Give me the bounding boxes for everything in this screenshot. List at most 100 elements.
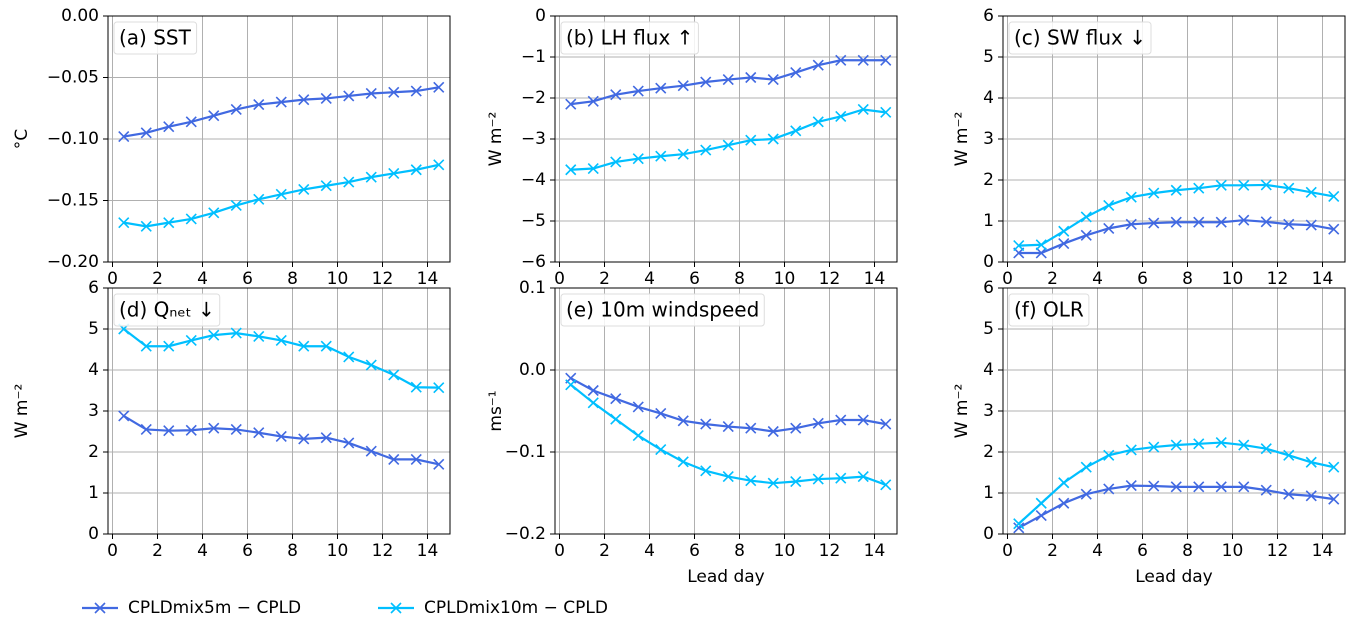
marker: [790, 475, 802, 488]
marker: [835, 414, 847, 426]
marker: [208, 422, 220, 434]
x-axis-label: Lead day: [687, 567, 765, 587]
x-tick-label: 6: [689, 269, 700, 289]
series-line: [1018, 441, 1334, 525]
x-tick-label: 8: [1182, 541, 1193, 561]
legend-label: CPLDmix10m − CPLD: [424, 598, 608, 618]
marker: [677, 148, 689, 160]
series-line: [1018, 219, 1334, 255]
marker: [230, 423, 242, 436]
marker: [812, 473, 824, 485]
axes-frame: [1002, 287, 1346, 535]
marker: [1215, 481, 1227, 493]
marker: [610, 156, 622, 168]
marker: [1260, 484, 1272, 496]
marker: [1035, 239, 1047, 251]
marker: [1215, 437, 1227, 449]
marker: [1080, 488, 1092, 500]
subplot: 0 2 4 6 8 10 12 14 −6 −5 −4 −3 −2 −1 0 (b) LH flux ↑ W m…: [486, 6, 898, 289]
x-tick-label: 0: [107, 269, 118, 289]
y-tick-label: 0: [983, 252, 994, 272]
marker: [767, 477, 779, 489]
marker: [632, 85, 644, 97]
marker: [857, 471, 869, 483]
marker: [587, 384, 599, 397]
marker: [835, 472, 847, 484]
x-tick-label: 4: [197, 269, 208, 289]
title-box: [113, 293, 221, 327]
marker: [185, 116, 197, 128]
marker: [790, 125, 802, 137]
y-tick-label: 1: [983, 483, 994, 503]
marker: [677, 456, 689, 468]
y-tick-label: −0.1: [505, 442, 546, 462]
y-axis-label: °C: [12, 129, 32, 149]
axes-frame: [554, 15, 898, 263]
marker: [857, 103, 869, 116]
y-tick-label: −0.05: [47, 68, 99, 88]
y-tick-label: −3: [521, 129, 546, 149]
marker: [1058, 237, 1070, 250]
marker: [722, 73, 734, 86]
marker: [140, 127, 152, 139]
x-tick-label: 6: [242, 541, 253, 561]
marker: [1260, 179, 1272, 191]
marker: [253, 193, 265, 205]
y-tick-label: −6: [521, 252, 546, 272]
x-tick-label: 14: [864, 541, 886, 561]
marker: [163, 425, 175, 437]
marker: [1170, 216, 1182, 228]
marker: [410, 164, 422, 176]
marker: [722, 421, 734, 433]
marker: [812, 417, 824, 429]
marker: [1260, 443, 1272, 455]
marker: [230, 103, 242, 116]
y-axis-label: ms⁻¹: [486, 390, 506, 431]
marker: [700, 76, 712, 88]
subplot: 0 2 4 6 8 10 12 14 −0.2 −0.1 0.0 0.1 (e) 10m windspe…: [486, 278, 898, 587]
y-tick-label: 0.1: [519, 278, 546, 298]
marker: [365, 445, 377, 457]
marker: [655, 82, 667, 94]
x-tick-label: 4: [644, 541, 655, 561]
y-tick-label: 2: [983, 442, 994, 462]
marker: [320, 432, 332, 444]
marker: [835, 54, 847, 66]
marker: [1283, 218, 1295, 230]
marker: [1148, 187, 1160, 199]
marker: [1193, 481, 1205, 493]
marker: [1193, 216, 1205, 228]
y-tick-label: 4: [88, 360, 99, 380]
marker: [1125, 444, 1137, 456]
x-tick-label: 4: [1092, 269, 1103, 289]
y-tick-label: 6: [983, 278, 994, 298]
series-line: [570, 377, 886, 433]
marker: [812, 59, 824, 71]
y-tick-label: 3: [88, 401, 99, 421]
y-axis-label: W m⁻²: [12, 384, 32, 439]
marker: [163, 340, 175, 352]
axes-frame: [107, 287, 451, 535]
y-tick-label: 3: [983, 401, 994, 421]
marker: [433, 382, 445, 394]
marker: [343, 351, 355, 363]
marker: [140, 423, 152, 436]
marker: [632, 430, 644, 442]
marker: [587, 397, 599, 409]
marker: [320, 180, 332, 192]
marker: [1238, 214, 1250, 226]
x-tick-label: 8: [734, 541, 745, 561]
y-tick-label: 4: [983, 360, 994, 380]
axes-frame: [1002, 15, 1346, 263]
x-tick-label: 2: [599, 541, 610, 561]
marker: [163, 121, 175, 133]
x-axis-label: Lead day: [1135, 567, 1213, 587]
marker: [230, 327, 242, 339]
y-tick-label: 0: [983, 524, 994, 544]
x-tick-label: 12: [819, 541, 841, 561]
marker: [790, 67, 802, 79]
marker: [1013, 522, 1025, 534]
x-tick-label: 0: [1002, 541, 1013, 561]
marker: [163, 217, 175, 229]
